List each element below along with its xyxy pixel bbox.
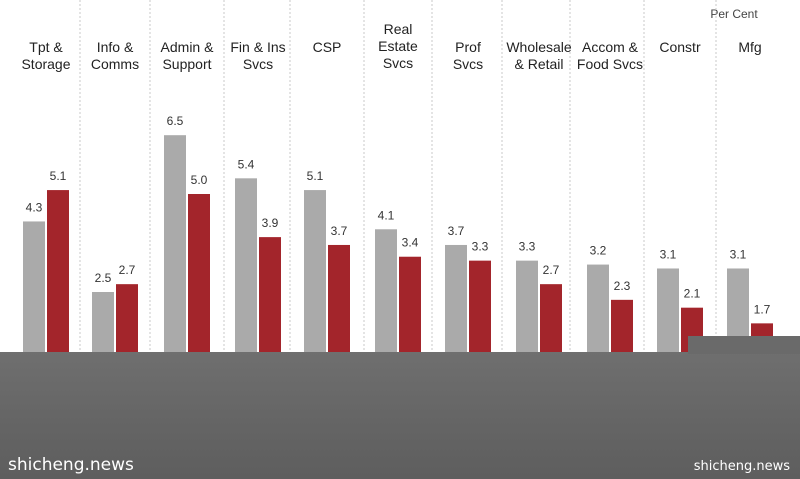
value-label-s1-c10: 1.7: [754, 302, 771, 316]
value-label-s0-c1: 2.5: [95, 271, 112, 285]
value-label-s0-c5: 4.1: [378, 208, 395, 222]
value-label-s0-c10: 3.1: [730, 247, 747, 261]
value-label-s1-c0: 5.1: [50, 169, 67, 183]
category-label-2-1: Support: [162, 56, 211, 72]
value-label-s0-c9: 3.1: [660, 247, 677, 261]
value-label-s0-c7: 3.3: [519, 240, 536, 254]
value-label-s1-c1: 2.7: [119, 263, 136, 277]
bar-s1-c3: [259, 237, 281, 390]
bar-s1-c0: [47, 190, 69, 390]
category-label-2-0: Admin &: [161, 39, 215, 55]
category-label-3-1: Svcs: [243, 56, 273, 72]
value-label-s1-c8: 2.3: [614, 279, 631, 293]
value-label-s0-c0: 4.3: [26, 200, 43, 214]
watermark-left: shicheng.news: [8, 455, 134, 475]
value-label-s1-c6: 3.3: [472, 240, 489, 254]
overlay-corner: [688, 336, 800, 354]
category-label-5-2: Svcs: [383, 55, 413, 71]
value-label-s1-c5: 3.4: [402, 236, 419, 250]
category-label-4-0: CSP: [313, 39, 342, 55]
category-label-1-0: Info &: [97, 39, 134, 55]
category-label-8-1: Food Svcs: [577, 56, 643, 72]
bottom-overlay: [0, 352, 800, 479]
category-label-0-1: Storage: [21, 56, 70, 72]
category-label-3-0: Fin & Ins: [230, 39, 285, 55]
category-label-5-1: Estate: [378, 38, 418, 54]
value-label-s1-c3: 3.9: [262, 216, 279, 230]
value-label-s0-c3: 5.4: [238, 157, 255, 171]
bar-s1-c2: [188, 194, 210, 390]
category-label-7-0: Wholesale: [506, 39, 572, 55]
category-label-8-0: Accom &: [582, 39, 639, 55]
bar-s0-c2: [164, 135, 186, 390]
value-label-s0-c6: 3.7: [448, 224, 465, 238]
category-label-5-0: Real: [384, 21, 413, 37]
category-label-6-0: Prof: [455, 39, 481, 55]
bar-s0-c3: [235, 178, 257, 390]
category-label-0-0: Tpt &: [29, 39, 63, 55]
bar-s0-c0: [23, 221, 45, 390]
watermark-right: shicheng.news: [693, 459, 790, 474]
bar-s0-c4: [304, 190, 326, 390]
bar-s0-c5: [375, 229, 397, 390]
category-label-7-1: & Retail: [514, 56, 563, 72]
value-label-s1-c4: 3.7: [331, 224, 348, 238]
category-label-1-1: Comms: [91, 56, 139, 72]
category-label-10-0: Mfg: [738, 39, 761, 55]
category-label-9-0: Constr: [659, 39, 701, 55]
value-label-s1-c9: 2.1: [684, 287, 701, 301]
category-label-6-1: Svcs: [453, 56, 483, 72]
value-label-s0-c8: 3.2: [590, 244, 607, 258]
value-label-s0-c4: 5.1: [307, 169, 324, 183]
value-label-s1-c7: 2.7: [543, 263, 560, 277]
unit-label: Per Cent: [710, 7, 758, 21]
value-label-s0-c2: 6.5: [167, 114, 184, 128]
value-label-s1-c2: 5.0: [191, 173, 208, 187]
